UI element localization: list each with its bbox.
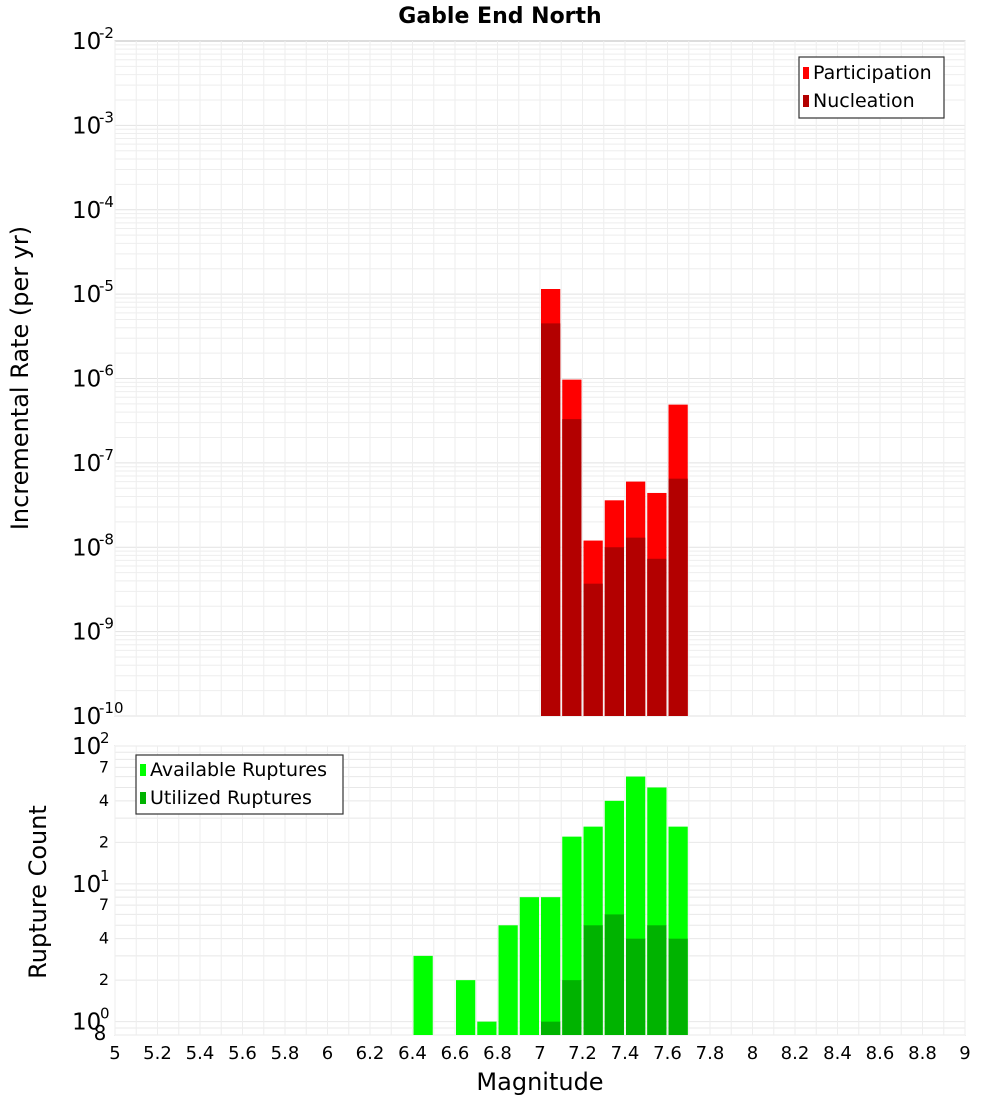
utilized-bar [583,925,603,1035]
y-minor-tick-label: 7 [99,757,109,776]
x-tick-label: 7.8 [696,1043,725,1064]
y-tick-exponent: -10 [99,699,124,717]
y-minor-tick-label: 8 [94,1021,107,1045]
count-bars [413,776,688,1035]
available-bar [519,897,539,1035]
x-tick-label: 7.4 [611,1043,640,1064]
utilized-bar [668,938,688,1035]
x-tick-label: 6.6 [441,1043,470,1064]
x-tick-label: 7.6 [653,1043,682,1064]
legend-swatch-available [140,764,146,776]
nucleation-bar [668,478,688,716]
x-axis-title: Magnitude [476,1068,603,1096]
y-tick-label: 10 [72,704,101,730]
nucleation-bar [583,583,603,716]
x-tick-label: 5 [109,1043,120,1064]
x-tick-label: 7 [534,1043,545,1064]
legend-label-nucleation: Nucleation [813,90,915,112]
y-tick-exponent: -4 [99,193,114,211]
legend-label-participation: Participation [813,62,932,84]
x-tick-label: 8.8 [908,1043,937,1064]
available-bar [541,897,561,1035]
nucleation-bar [541,323,561,716]
y-minor-tick-label: 4 [99,929,109,948]
available-bar [413,955,433,1035]
x-tick-label: 8.2 [781,1043,810,1064]
x-tick-label: 6.4 [398,1043,427,1064]
y-tick-label: 10 [72,535,101,561]
y-tick-exponent: -2 [99,24,114,42]
y-tick-exponent: -3 [99,108,114,126]
rate-legend: Participation Nucleation [798,56,945,119]
y-tick-exponent: -9 [99,615,114,633]
utilized-bar [562,980,582,1035]
x-tick-label: 5.8 [271,1043,300,1064]
x-tick-label: 5.4 [186,1043,215,1064]
legend-label-available: Available Ruptures [150,759,327,781]
rate-y-ticks: 10-210-310-410-510-610-710-810-910-10 [72,24,124,730]
y-tick-label: 10 [72,734,101,760]
x-tick-label: 7.2 [568,1043,597,1064]
y-tick-label: 10 [72,872,101,898]
utilized-bar [647,925,667,1035]
x-tick-label: 5.2 [143,1043,172,1064]
y-tick-exponent: -6 [99,362,114,380]
rate-y-axis-title: Incremental Rate (per yr) [6,226,34,530]
y-tick-exponent: 0 [100,1005,110,1023]
nucleation-bar [647,558,667,716]
y-tick-label: 10 [72,282,101,308]
y-tick-exponent: 2 [100,729,110,747]
y-tick-label: 10 [72,113,101,139]
y-minor-tick-label: 2 [99,832,109,851]
rate-bars [541,289,688,716]
x-tick-label: 5.6 [228,1043,257,1064]
legend-swatch-participation [803,67,809,79]
nucleation-bar [626,537,646,716]
y-minor-tick-label: 2 [99,970,109,989]
y-tick-label: 10 [72,198,101,224]
rate-grid [114,41,966,717]
legend-swatch-utilized [140,792,146,804]
legend-label-utilized: Utilized Ruptures [150,787,312,809]
x-tick-label: 8.6 [866,1043,895,1064]
y-tick-label: 10 [72,620,101,646]
count-y-axis-title: Rupture Count [24,805,52,979]
utilized-bar [604,914,624,1035]
available-bar [477,1021,497,1035]
y-tick-exponent: -5 [99,277,114,295]
utilized-bar [626,938,646,1035]
x-tick-label: 8 [747,1043,758,1064]
nucleation-bar [604,547,624,716]
y-tick-label: 10 [72,1010,101,1036]
x-tick-label: 6 [322,1043,333,1064]
y-tick-label: 10 [72,451,101,477]
count-legend: Available Ruptures Utilized Ruptures [135,754,344,815]
chart-title: Gable End North [398,4,601,29]
available-bar [498,925,518,1035]
x-tick-label: 6.2 [356,1043,385,1064]
x-tick-label: 9 [959,1043,970,1064]
y-tick-exponent: -7 [99,446,114,464]
y-tick-label: 10 [72,367,101,393]
x-tick-label: 8.4 [823,1043,852,1064]
y-tick-label: 10 [72,29,101,55]
legend-swatch-nucleation [803,95,809,107]
magnitude-x-ticks: 5 5.2 5.4 5.6 5.8 6 6.2 6.4 6.6 6.8 7 7.2 7.4 7.6 7.8 8… [109,1043,970,1064]
nucleation-bar [562,419,582,716]
y-minor-tick-label: 7 [99,895,109,914]
y-tick-exponent: 1 [100,867,110,885]
utilized-bar [541,1021,561,1035]
y-tick-exponent: -8 [99,530,114,548]
y-minor-tick-label: 4 [99,791,109,810]
x-tick-label: 6.8 [483,1043,512,1064]
available-bar [456,980,476,1035]
